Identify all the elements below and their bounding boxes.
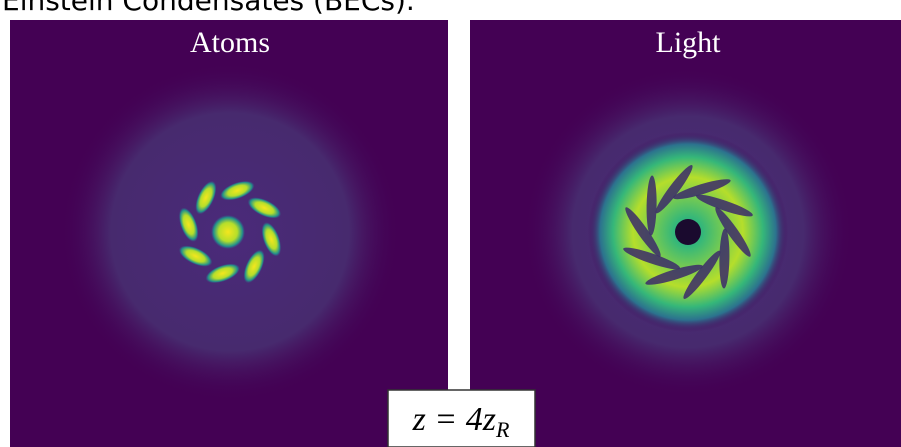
atoms-core — [211, 215, 245, 249]
panel-title: Light — [656, 26, 722, 59]
figure: Einstein Condensates (BECs). Atoms Light… — [0, 0, 901, 447]
panel-title: Atoms — [190, 26, 270, 59]
label-subscript: R — [495, 417, 510, 442]
label-main: z = 4z — [412, 401, 496, 438]
caption: Einstein Condensates (BECs). — [2, 0, 415, 17]
label: z = 4zR — [412, 401, 510, 442]
light-core — [675, 219, 701, 245]
